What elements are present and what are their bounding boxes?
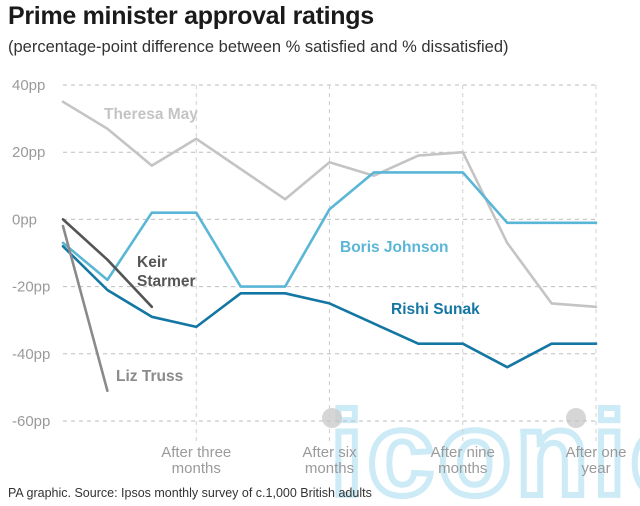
series-lines xyxy=(61,100,598,393)
watermark-dot-2 xyxy=(566,408,586,428)
x-tick-label: months xyxy=(438,460,487,477)
x-tick-label: After three xyxy=(161,444,231,461)
series-line-keir-starmer xyxy=(61,218,154,309)
x-tick-label: After six xyxy=(302,444,357,461)
watermark-text: iconic xyxy=(330,387,640,506)
y-axis-ticks: 40pp 20pp 0pp -20pp -40pp -60pp xyxy=(12,77,50,430)
source-note: PA graphic. Source: Ipsos monthly survey… xyxy=(8,486,372,500)
x-tick-label: After nine xyxy=(431,444,495,461)
watermark-dot-1 xyxy=(322,408,342,428)
series-label-theresa-may: Theresa May xyxy=(104,106,198,123)
y-tick-label: 20pp xyxy=(12,144,45,161)
chart-title: Prime minister approval ratings xyxy=(8,2,374,30)
chart-subtitle: (percentage-point difference between % s… xyxy=(8,38,509,56)
series-label-keir-starmer: Keir Starmer xyxy=(137,254,196,290)
y-tick-label: -60pp xyxy=(12,413,50,430)
iconic-watermark: iconic xyxy=(322,384,640,506)
grid-lines xyxy=(63,84,597,441)
series-labels: Theresa May Boris Johnson Rishi Sunak Keir S… xyxy=(104,106,480,385)
series-line-boris-johnson xyxy=(61,171,598,288)
series-label-boris-johnson: Boris Johnson xyxy=(340,239,449,256)
y-tick-label: -40pp xyxy=(12,346,50,363)
series-label-liz-truss: Liz Truss xyxy=(116,368,183,385)
series-line-rishi-sunak xyxy=(61,245,598,369)
series-label-rishi-sunak: Rishi Sunak xyxy=(391,301,480,318)
y-tick-label: 40pp xyxy=(12,77,45,94)
x-tick-label: year xyxy=(581,460,610,477)
x-tick-label: After one xyxy=(566,444,627,461)
series-line-liz-truss xyxy=(61,224,109,393)
x-tick-label: months xyxy=(172,460,221,477)
y-tick-label: 0pp xyxy=(12,211,37,228)
x-tick-label: months xyxy=(305,460,354,477)
series-line-theresa-may xyxy=(61,100,598,309)
y-tick-label: -20pp xyxy=(12,279,50,296)
